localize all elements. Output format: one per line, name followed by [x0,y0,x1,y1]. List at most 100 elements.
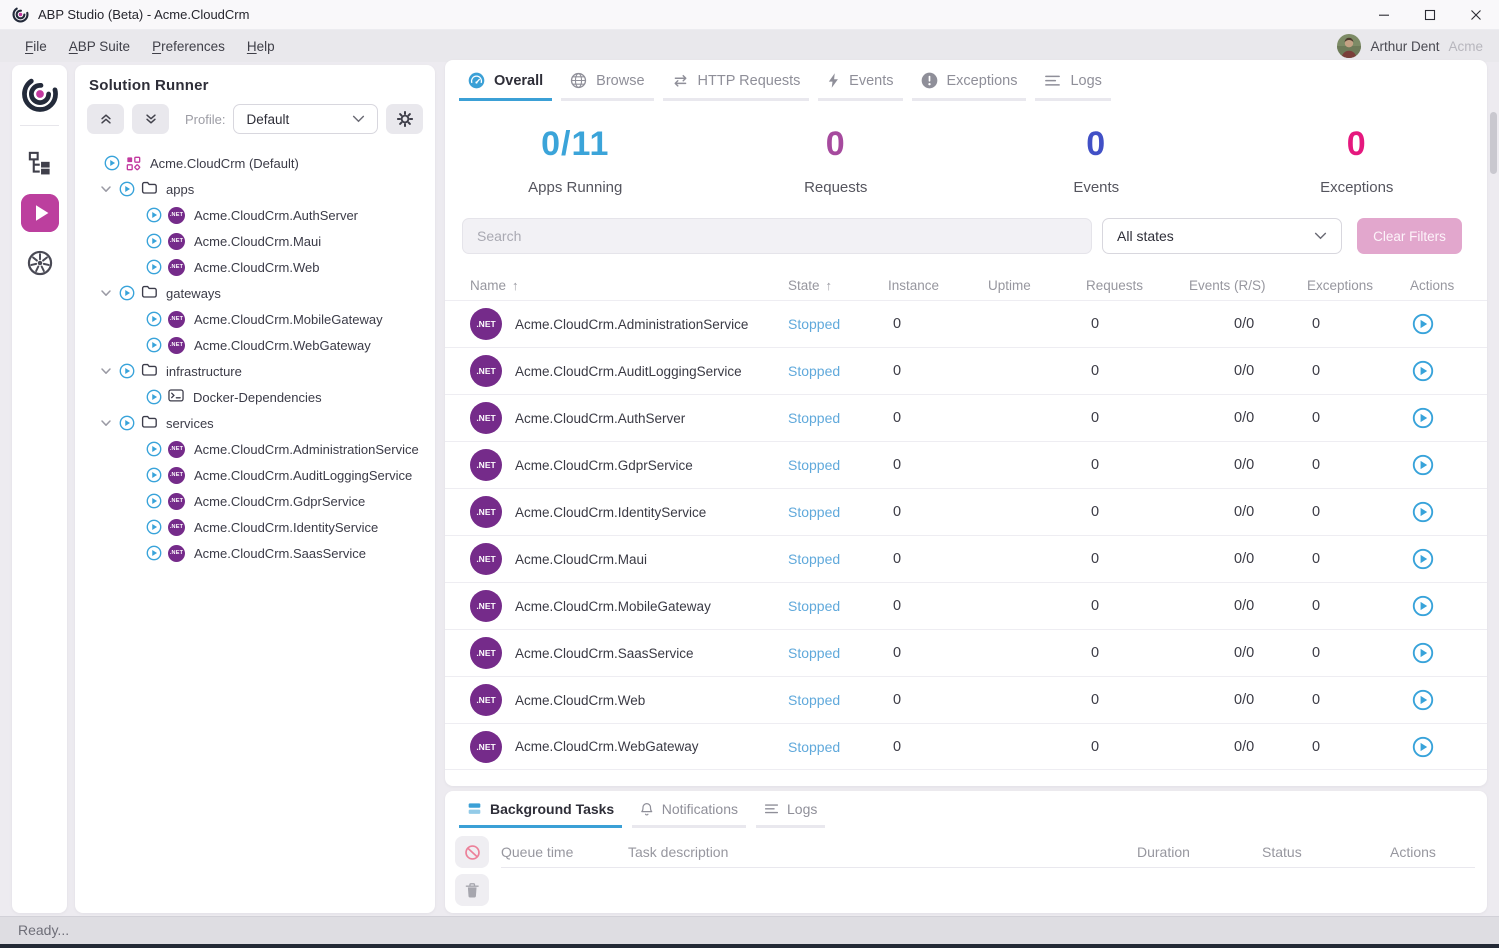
expand-all-button[interactable] [132,104,169,134]
play-icon[interactable] [119,181,135,197]
chevron-down-icon[interactable] [99,286,113,300]
window-scrollbar[interactable] [1490,112,1497,174]
play-icon[interactable] [146,207,162,223]
table-row[interactable]: .NET Acme.CloudCrm.Web Stopped 0 0 0/0 0 [445,676,1487,723]
run-app-button[interactable] [1412,454,1487,476]
table-row[interactable]: .NET Acme.CloudCrm.MobileGateway Stopped 0 0… [445,582,1487,629]
tab-events[interactable]: Events [818,72,903,101]
tree-item-acme-cloudcrm-authserver[interactable]: .NET Acme.CloudCrm.AuthServer [75,202,435,228]
play-icon[interactable] [146,259,162,275]
run-app-button[interactable] [1412,360,1487,382]
run-app-button[interactable] [1412,501,1487,523]
bottom-tab-logs[interactable]: Logs [756,801,826,828]
menu-file[interactable]: File [25,38,47,54]
app-name: Acme.CloudCrm.Maui [515,551,648,567]
tab-logs[interactable]: Logs [1035,72,1111,101]
tab-browse[interactable]: Browse [561,72,654,101]
run-app-button[interactable] [1412,313,1487,335]
tree-item-gateways[interactable]: gateways [75,280,435,306]
chevron-down-icon [352,115,365,123]
tree-item-acme-cloudcrm-auditloggingservice[interactable]: .NET Acme.CloudCrm.AuditLoggingService [75,462,435,488]
run-app-button[interactable] [1412,736,1487,758]
runner-settings-button[interactable] [386,104,423,134]
play-icon[interactable] [146,441,162,457]
run-app-button[interactable] [1412,689,1487,711]
run-app-button[interactable] [1412,642,1487,664]
table-row[interactable]: .NET Acme.CloudCrm.AuditLoggingService Sto… [445,347,1487,394]
user-chip[interactable]: Arthur Dent Acme [1337,30,1483,62]
bottom-tab-background-tasks[interactable]: Background Tasks [459,801,623,828]
chevron-down-icon[interactable] [99,182,113,196]
tree-item-services[interactable]: services [75,410,435,436]
play-icon[interactable] [146,311,162,327]
run-app-button[interactable] [1412,595,1487,617]
maximize-button[interactable] [1407,0,1453,30]
menu-help[interactable]: Help [246,38,275,54]
tab-label: Logs [1070,72,1102,89]
tree-item-apps[interactable]: apps [75,176,435,202]
menu-abp-suite[interactable]: ABP Suite [68,38,131,54]
table-row[interactable]: .NET Acme.CloudCrm.IdentityService Stopped… [445,488,1487,535]
play-icon[interactable] [119,285,135,301]
play-icon[interactable] [119,363,135,379]
tree-item-docker-dependencies[interactable]: Docker-Dependencies [75,384,435,410]
tree-item-acme-cloudcrm-webgateway[interactable]: .NET Acme.CloudCrm.WebGateway [75,332,435,358]
cancel-tasks-button[interactable] [455,836,489,868]
kubernetes-icon [27,250,53,276]
play-icon[interactable] [146,493,162,509]
status-bar: Ready... [0,916,1499,944]
collapse-all-button[interactable] [87,104,124,134]
table-row[interactable]: .NET Acme.CloudCrm.SaasService Stopped 0 0 0/… [445,629,1487,676]
table-row[interactable]: .NET Acme.CloudCrm.AdministrationService S… [445,300,1487,347]
tab-overall[interactable]: Overall [459,72,553,101]
column-header-state[interactable]: State ↑ [788,278,888,293]
play-icon[interactable] [146,389,162,405]
stat-events: 0 Events [966,125,1227,196]
table-row[interactable]: .NET Acme.CloudCrm.AuthServer Stopped 0 0 0/0… [445,394,1487,441]
table-row[interactable]: .NET Acme.CloudCrm.GdprService Stopped 0 0 0/… [445,441,1487,488]
tree-item-acme-cloudcrm-maui[interactable]: .NET Acme.CloudCrm.Maui [75,228,435,254]
tab-http-requests[interactable]: HTTP Requests [662,72,810,101]
run-app-button[interactable] [1412,548,1487,570]
apps-table-header: Name ↑ State ↑ Instance Uptime Requests Events … [445,270,1487,300]
tree-item-acme-cloudcrm-mobilegateway[interactable]: .NET Acme.CloudCrm.MobileGateway [75,306,435,332]
tree-item-acme-cloudcrm-saasservice[interactable]: .NET Acme.CloudCrm.SaasService [75,540,435,566]
table-row[interactable]: .NET Acme.CloudCrm.Maui Stopped 0 0 0/0 0 [445,535,1487,582]
clear-filters-button[interactable]: Clear Filters [1357,218,1462,254]
tree-item-acme-cloudcrm-administrationservice[interactable]: .NET Acme.CloudCrm.AdministrationService [75,436,435,462]
close-button[interactable] [1453,0,1499,30]
chevron-down-icon[interactable] [99,416,113,430]
tree-item-acme-cloudcrm-identityservice[interactable]: .NET Acme.CloudCrm.IdentityService [75,514,435,540]
tree-item-acme-cloudcrm-web[interactable]: .NET Acme.CloudCrm.Web [75,254,435,280]
user-avatar [1337,34,1362,58]
activity-solution-runner[interactable] [20,194,59,232]
menu-preferences[interactable]: Preferences [152,38,225,54]
play-icon[interactable] [146,233,162,249]
table-row[interactable]: .NET Acme.CloudCrm.WebGateway Stopped 0 0 0/0… [445,723,1487,770]
tree-item-acme-cloudcrm-default[interactable]: Acme.CloudCrm (Default) [75,150,435,176]
stat-label: Events [1073,179,1120,196]
state-filter-select[interactable]: All states [1102,218,1342,254]
play-icon[interactable] [146,467,162,483]
tree-item-acme-cloudcrm-gdprservice[interactable]: .NET Acme.CloudCrm.GdprService [75,488,435,514]
requests-value: 0 [1091,551,1100,567]
play-icon[interactable] [146,519,162,535]
tab-exceptions[interactable]: Exceptions [911,72,1027,101]
play-icon[interactable] [119,415,135,431]
chevron-down-icon[interactable] [99,364,113,378]
activity-solution-explorer[interactable] [21,144,59,182]
activity-kubernetes[interactable] [21,244,59,282]
play-icon[interactable] [104,155,120,171]
search-input[interactable] [462,218,1092,254]
minimize-button[interactable] [1361,0,1407,30]
column-header-name[interactable]: Name ↑ [470,278,788,293]
trash-tasks-button[interactable] [455,874,489,906]
bottom-tab-notifications[interactable]: Notifications [632,801,746,828]
play-icon[interactable] [146,545,162,561]
tree-item-infrastructure[interactable]: infrastructure [75,358,435,384]
profile-select[interactable]: Default [233,104,378,134]
column-header-actions: Actions [1410,278,1487,293]
run-app-button[interactable] [1412,407,1487,429]
stat-requests: 0 Requests [706,125,967,196]
play-icon[interactable] [146,337,162,353]
